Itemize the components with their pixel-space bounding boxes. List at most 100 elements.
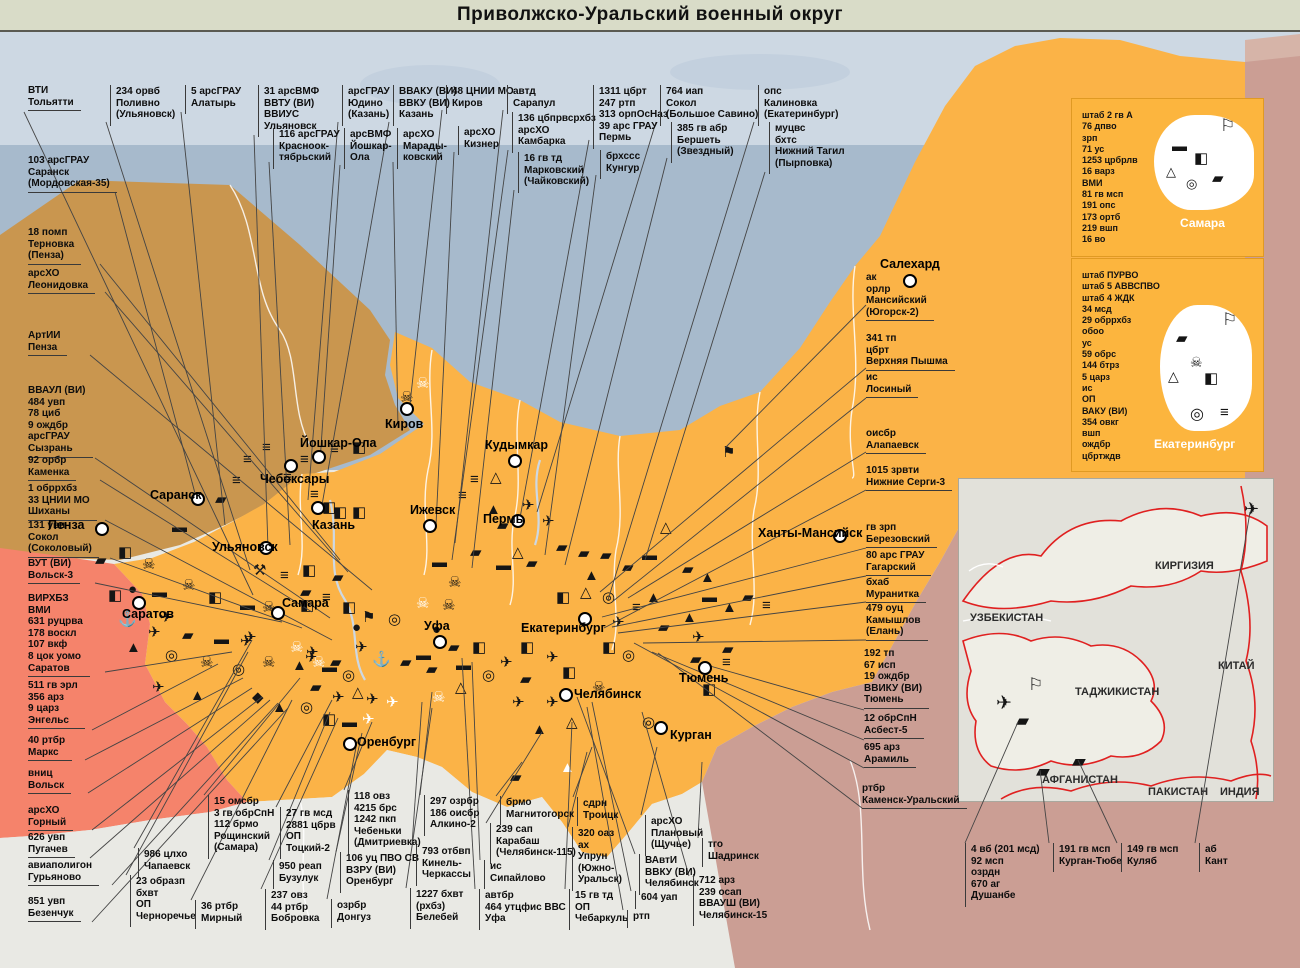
truck-icon: ▬ <box>416 647 431 664</box>
target-icon: ◎ <box>622 647 636 664</box>
tank-icon: ▰ <box>1176 330 1188 347</box>
unit-list-item: 81 гв мсп <box>1082 189 1124 200</box>
plane-icon: ✈ <box>332 689 345 706</box>
unit-label: 5 арсГРАУ Алатырь <box>185 85 241 115</box>
unit-label: 1227 бхвт (рхбз) Белебей <box>410 888 463 929</box>
country-label: УЗБЕКИСТАН <box>970 612 1044 624</box>
book-icon: ◧ <box>520 639 535 656</box>
title-bar: Приволжско-Уральский военный округ <box>0 0 1300 32</box>
unit-label: 604 уап <box>635 891 678 909</box>
unit-label: автд Сарапул <box>507 85 555 115</box>
samara-unit-list: штаб 2 гв А 76 дпво зрп 71 ус 1253 црбрлв 16 … <box>1082 110 1138 246</box>
tank-icon: ▰ <box>330 654 342 671</box>
unit-list-item: ис <box>1082 382 1093 393</box>
north-water <box>360 65 500 105</box>
truck-icon: ▬ <box>1172 138 1187 155</box>
city-marker <box>95 522 109 536</box>
tank-icon: ▰ <box>400 654 412 671</box>
unit-list-item: 5 царз <box>1082 371 1111 382</box>
unit-label: 695 арз Арамиль <box>864 742 916 769</box>
unit-label: 12 обрСпН Асбест-5 <box>864 713 924 740</box>
unit-list-item: 173 ортб <box>1082 211 1121 222</box>
city-label: Киров <box>385 417 424 431</box>
city-label: Ханты-Мансийск <box>758 526 863 540</box>
inset-secondary-borders <box>962 563 1052 622</box>
city-label: Ульяновск <box>212 540 278 554</box>
skull-icon: ☠ <box>290 639 304 656</box>
unit-label: 1015 зрвти Нижние Серги-3 <box>866 465 953 492</box>
unit-label: 479 оуц Камышлов (Елань) <box>866 603 928 641</box>
unit-list-item: цбртждв <box>1082 450 1121 461</box>
city-label: Пермь <box>483 512 524 526</box>
city-marker <box>423 519 437 533</box>
anchor-icon: ⚓ <box>372 651 391 668</box>
unit-list-item: зрп <box>1082 132 1098 143</box>
ekaterinburg-city-label: Екатеринбург <box>1154 437 1236 451</box>
unit-label: ак орлр Мансийский (Югорск-2) <box>866 272 934 322</box>
unit-label: 191 гв мсп Курган-Тюбе <box>1053 843 1122 873</box>
skull-icon: ☠ <box>432 689 446 706</box>
target-icon: ◎ <box>342 667 356 684</box>
unit-label: 192 тп 67 исп 19 ождбр ВВИКУ (ВИ) Тюмень <box>864 648 930 709</box>
unit-list-item: 144 бтрз <box>1082 360 1120 371</box>
plane-icon: ✈ <box>500 654 513 671</box>
tank-icon: ▰ <box>448 639 460 656</box>
tower-icon: △ <box>1168 368 1179 384</box>
city-label: Оренбург <box>357 735 417 749</box>
unit-list-item: 16 во <box>1082 234 1106 245</box>
unit-label: бхаб Муранитка <box>866 577 927 604</box>
unit-list-item: 76 дпво <box>1082 121 1117 132</box>
ekaterinburg-region-silhouette <box>1160 305 1252 431</box>
city-marker <box>578 612 592 626</box>
unit-label: ВИРХБЗ ВМИ 631 руцрва 178 воскл 107 вкф … <box>28 593 90 678</box>
city-marker <box>284 459 298 473</box>
skull-icon: ☠ <box>312 654 326 671</box>
skull-icon: ☠ <box>448 574 462 591</box>
unit-list-item: штаб 5 АВВСПВО <box>1082 281 1160 292</box>
city-label: Пенза <box>48 518 85 532</box>
city-marker <box>343 737 357 751</box>
unit-label: тго Шадринск <box>702 838 759 868</box>
unit-list-item: ОП <box>1082 394 1096 405</box>
unit-label: ис Лосиный <box>866 372 919 399</box>
plane-icon: ✈ <box>306 644 319 661</box>
city-marker <box>559 688 573 702</box>
unit-label: ВТИ Тольятти <box>28 85 81 112</box>
plane-icon: ✈ <box>546 694 559 711</box>
city-label: Чебоксары <box>260 472 330 486</box>
unit-label: ртбр Каменск-Уральский <box>862 783 967 810</box>
unit-label: вниц Вольск <box>28 768 72 795</box>
tank-icon: ▰ <box>520 671 532 688</box>
unit-label: озрбр Донгуз <box>331 899 371 929</box>
ekaterinburg-info-box: штаб ПУРВО штаб 5 АВВСПВО штаб 4 ЖДК 34 мсд… <box>1071 258 1264 472</box>
unit-label: 764 иап Сокол (Большое Савино) <box>660 85 758 126</box>
unit-label: арсХО Горный <box>28 805 74 832</box>
unit-list-item: 16 варз <box>1082 166 1115 177</box>
book-icon: ◧ <box>1194 150 1209 167</box>
tower-icon: △ <box>512 544 524 561</box>
unit-label: гв зрп Березовский <box>866 522 938 549</box>
unit-label: 48 ЦНИИ МО Киров <box>446 85 514 115</box>
unit-label: 341 тп цбрт Верхняя Пышма <box>866 333 955 371</box>
city-label: Екатеринбург <box>521 621 606 635</box>
skull-icon: ☠ <box>262 654 276 671</box>
city-marker <box>311 501 325 515</box>
unit-label: 511 гв эрл 356 арз 9 царз Энгельс <box>28 680 85 730</box>
city-label: Саратов <box>122 607 174 621</box>
book-icon: ◧ <box>562 664 577 681</box>
city-label: Йошкар-Ола <box>300 436 377 450</box>
tank-icon: ▰ <box>1016 711 1030 730</box>
book-icon: ◧ <box>602 639 617 656</box>
radar-icon: ◎ <box>388 611 402 628</box>
unit-label: арсГРАУ Юдино (Казань) <box>342 85 390 126</box>
skull-icon: ☠ <box>1190 354 1203 370</box>
city-label: Самара <box>282 596 329 610</box>
unit-label: 31 арсВМФ ВВТУ (ВИ) ВВИУС Ульяновск <box>258 85 319 138</box>
target-icon: ◎ <box>1190 406 1204 423</box>
unit-list-item: 219 вшп <box>1082 222 1118 233</box>
city-marker <box>508 454 522 468</box>
tank-icon: ▰ <box>310 679 322 696</box>
unit-list-item: ождбр <box>1082 439 1111 450</box>
unit-label: 712 арз 239 осап ВВАУШ (ВИ) Челябинск-15 <box>693 874 767 927</box>
unit-label: 239 сап Карабаш (Челябинск-115) <box>490 823 576 864</box>
